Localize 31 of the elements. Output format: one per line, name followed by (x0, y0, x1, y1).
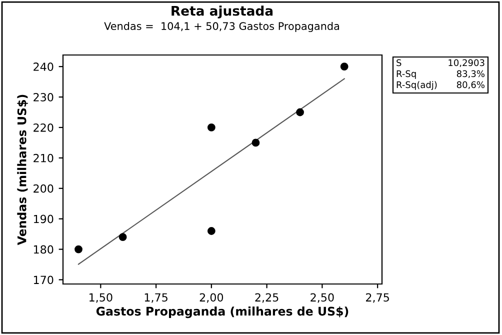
text: R-Sq(adj) (396, 81, 437, 90)
point (118, 233, 127, 242)
y-tick-label: 240 (34, 62, 54, 71)
point (207, 124, 216, 132)
x-tick-label: 2,25 (255, 293, 278, 303)
point (74, 245, 82, 254)
x-tick-label: 2,00 (200, 293, 224, 303)
x-tick-label: 1,50 (90, 293, 112, 303)
x-tick-label: 1,75 (144, 293, 168, 303)
point (296, 108, 304, 116)
point (207, 227, 216, 235)
y-tick-label: 170 (34, 276, 54, 284)
text: S (396, 59, 402, 66)
y-tick-label: 180 (34, 245, 54, 254)
text: R-Sq (396, 70, 416, 79)
y-tick-label: 230 (34, 93, 54, 102)
text: 80,6% (456, 81, 484, 90)
chart-subtitle: Vendas = 104,1 + 50,73 Gastos Propaganda (104, 22, 340, 32)
chart-title: Reta ajustada (172, 6, 273, 18)
x-tick-label: 2,75 (366, 293, 389, 303)
y-tick-label: 190 (34, 214, 54, 224)
point (340, 62, 348, 71)
y-tick-label: 210 (34, 154, 54, 162)
y-tick-label: 200 (34, 184, 54, 193)
y-tick-label: 220 (34, 123, 54, 132)
text: 83,3% (456, 70, 484, 78)
y-axis-title: Vendas (milhares US$) (17, 94, 28, 246)
x-tick-label: 2,50 (310, 293, 334, 303)
x-axis-title: Gastos Propaganda (milhares de US$) (96, 306, 348, 318)
text: 10,2903 (448, 59, 484, 68)
point (252, 138, 260, 147)
